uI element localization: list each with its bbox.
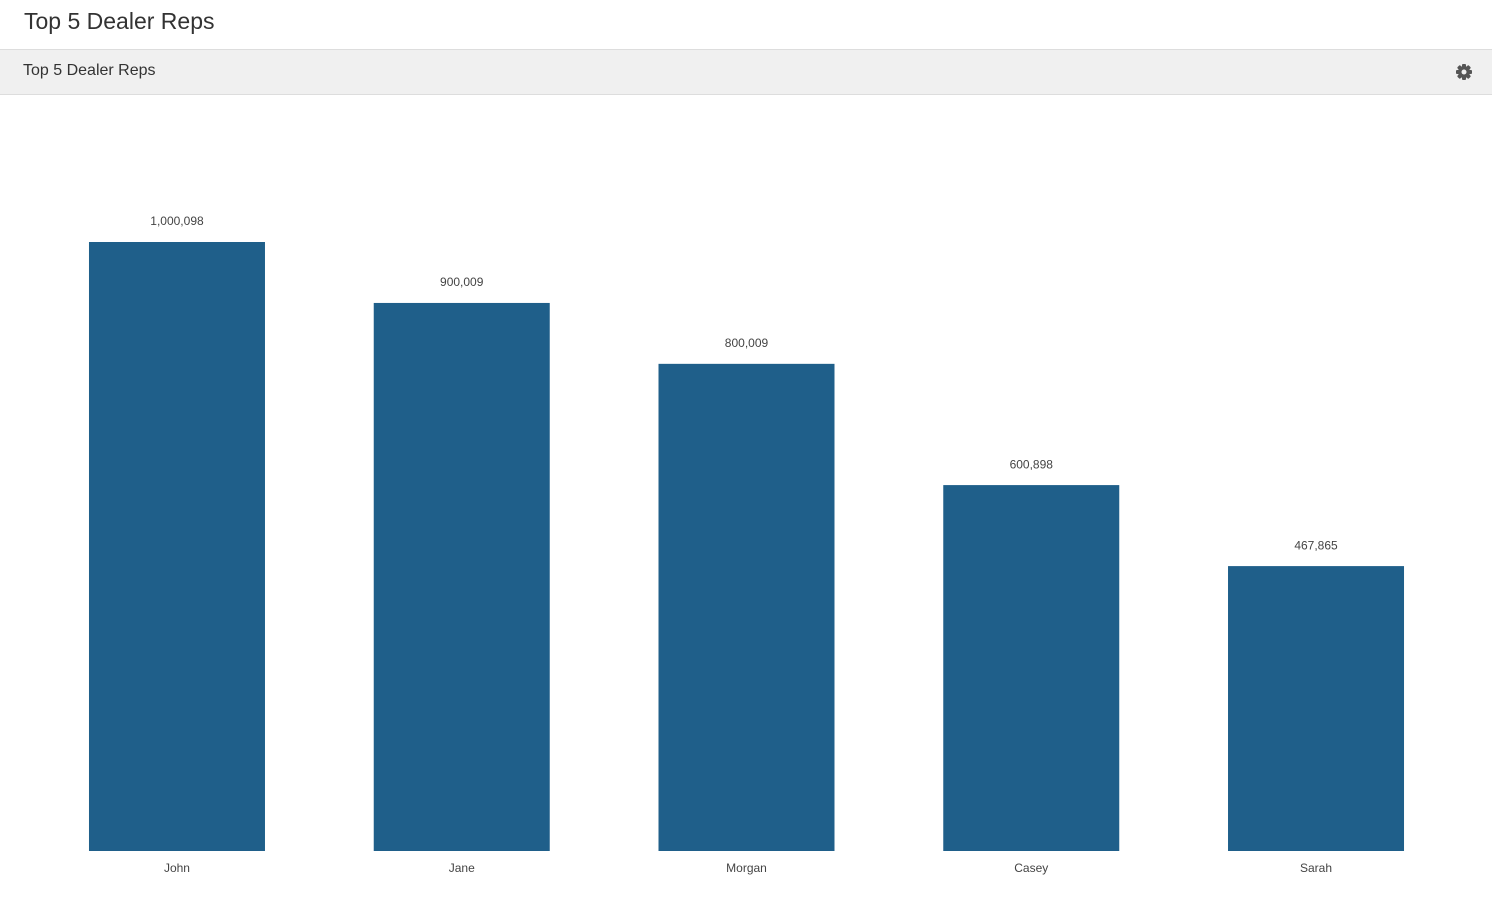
chart: 1,000,098 John 900,009 Jane 800,009 Morgan 600… bbox=[88, 214, 1405, 875]
x-tick-label: Casey bbox=[1014, 861, 1048, 875]
x-tick-label: Jane bbox=[449, 861, 475, 875]
bar bbox=[943, 485, 1120, 851]
x-tick-label: Morgan bbox=[726, 861, 767, 875]
value-label: 900,009 bbox=[440, 275, 484, 289]
value-label: 600,898 bbox=[1010, 457, 1054, 471]
x-tick-label: John bbox=[164, 861, 190, 875]
settings-icon[interactable] bbox=[1454, 62, 1474, 82]
bar bbox=[373, 302, 550, 851]
bar bbox=[1228, 566, 1405, 851]
bar bbox=[658, 363, 835, 851]
bar bbox=[88, 242, 265, 851]
panel-header: Top 5 Dealer Reps bbox=[0, 49, 1492, 95]
panel-title: Top 5 Dealer Reps bbox=[23, 62, 156, 79]
value-label: 467,865 bbox=[1294, 538, 1338, 552]
value-label: 1,000,098 bbox=[150, 214, 204, 228]
x-tick-label: Sarah bbox=[1300, 861, 1332, 875]
page-title: Top 5 Dealer Reps bbox=[24, 8, 215, 34]
value-label: 800,009 bbox=[725, 336, 769, 350]
